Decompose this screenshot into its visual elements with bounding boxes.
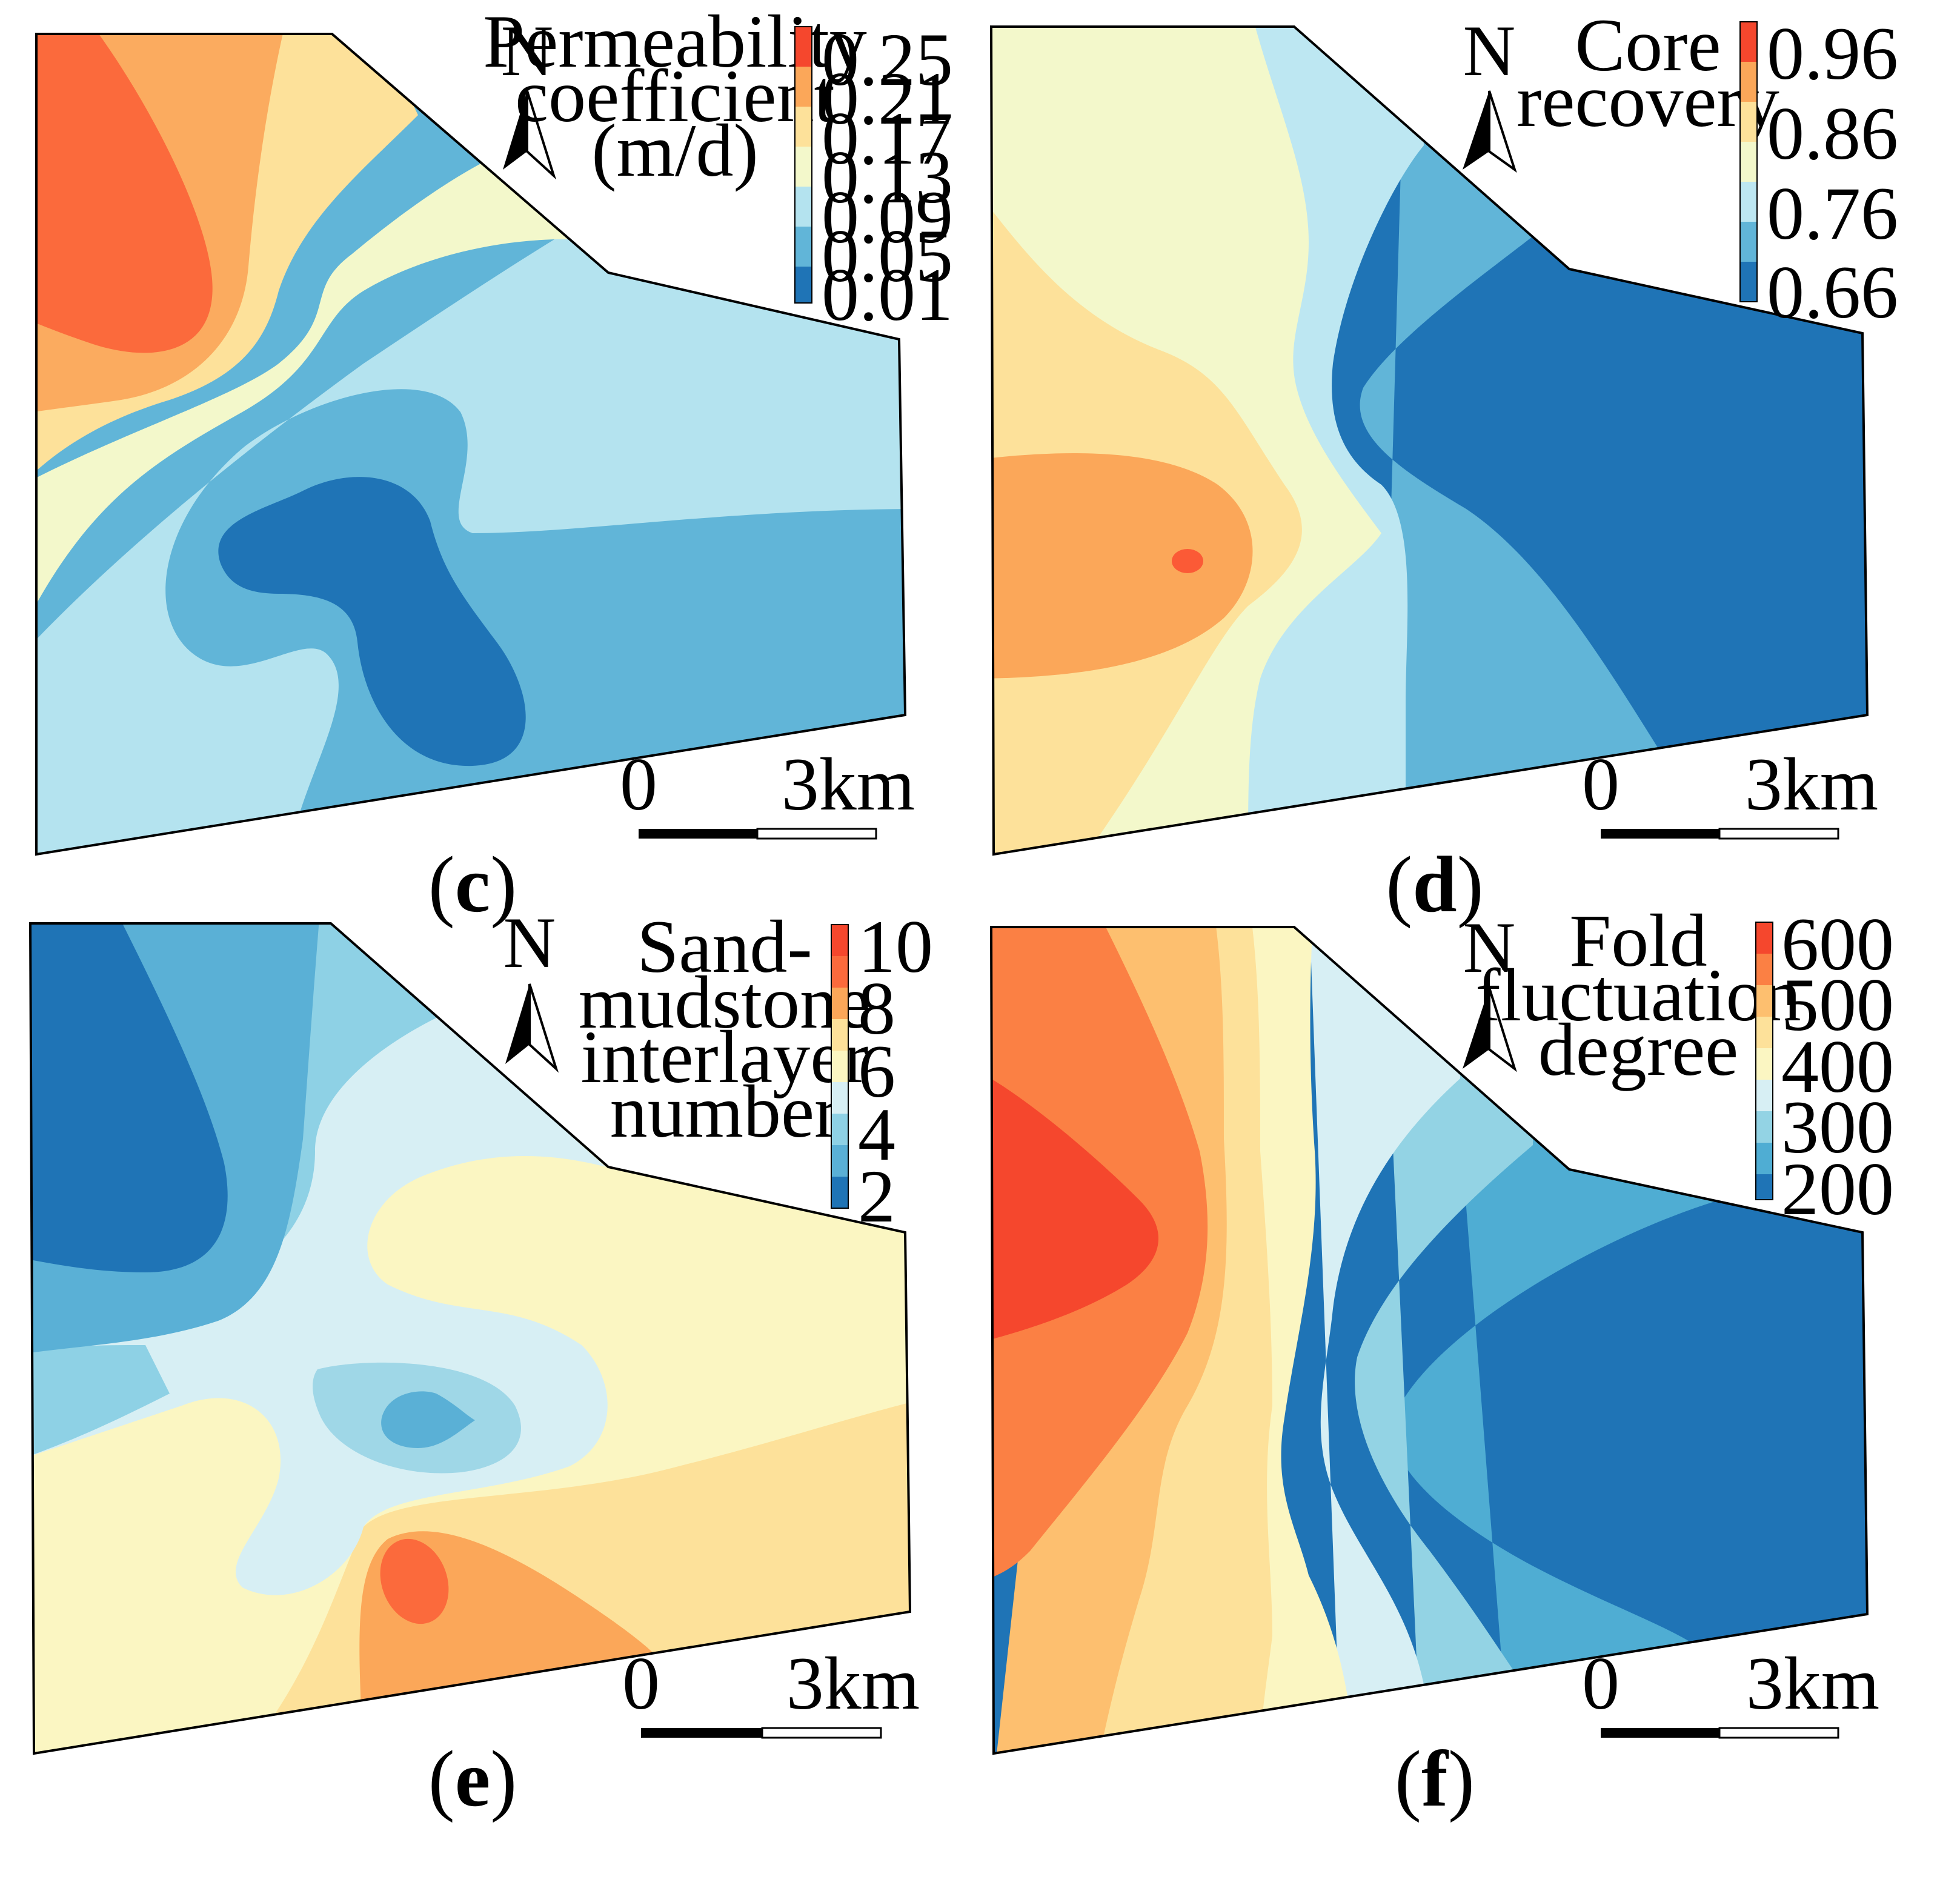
legend-title-line-e-3: interlayer [580, 1015, 868, 1098]
scale-start-f: 0 [1582, 1642, 1619, 1725]
contour-band-2-3-center [381, 1391, 475, 1448]
scale-bar-c: 0 3km [620, 743, 915, 840]
legend-title-line-c-3: (m/d) [591, 109, 759, 192]
north-label-d: N [1463, 10, 1516, 91]
scale-bar-d: 0 3km [1582, 743, 1878, 840]
legend-colorbar-d [1739, 21, 1758, 302]
caption-d: (d) [1386, 840, 1483, 929]
caption-e: (e) [428, 1734, 517, 1823]
contour-band-0.71-0.76 [1360, 27, 1660, 848]
contour-band-10 [380, 1538, 449, 1624]
scale-end-f: 3km [1746, 1642, 1879, 1725]
scale-start-e: 0 [622, 1642, 660, 1725]
contour-map-d [991, 27, 1867, 854]
legend-tick-e-0: 10 [858, 905, 933, 988]
legend-tick-f-4: 200 [1781, 1148, 1894, 1231]
map-boundary-f [989, 926, 1869, 1755]
legend-tick-c-4: 0.09 [822, 176, 953, 259]
legend-title-line-f-3: degree [1538, 1008, 1738, 1091]
north-arrow-d: N [1463, 10, 1517, 173]
map-boundary-d [989, 25, 1869, 856]
contour-map-e [30, 923, 910, 1753]
legend-tick-f-3: 300 [1781, 1086, 1894, 1169]
legend-tick-d-0: 0.96 [1767, 12, 1898, 95]
scale-end-d: 3km [1745, 743, 1878, 826]
legend-tick-f-1: 500 [1781, 963, 1894, 1046]
legend-tick-c-0: 0.25 [822, 18, 953, 101]
scale-bar-e: 0 3km [622, 1642, 920, 1739]
contour-band-0.96 [1172, 549, 1203, 573]
north-label-e: N [503, 902, 556, 983]
legend-tick-f-2: 400 [1781, 1025, 1894, 1108]
map-boundary-c [35, 33, 907, 856]
contour-band-350-400 [1309, 927, 1460, 1709]
scale-start-d: 0 [1582, 743, 1619, 826]
legend-tick-f-0: 600 [1781, 903, 1894, 986]
legend-colorbar-c [794, 26, 812, 304]
legend-tick-d-3: 0.66 [1767, 251, 1898, 334]
legend-title-line-e-2: mudstone [579, 961, 871, 1044]
legend-title-line-d-2: recovery [1517, 59, 1779, 142]
contour-band-0.91-0.96 [991, 453, 1253, 679]
legend-tick-c-6: 0.01 [822, 253, 953, 336]
legend-tick-e-3: 4 [858, 1093, 895, 1176]
scale-end-c: 3km [782, 743, 915, 826]
legend-tick-c-3: 0.13 [822, 136, 953, 219]
north-arrow-e: N [503, 902, 559, 1073]
scale-end-e: 3km [786, 1642, 920, 1725]
contour-band-400-450 [1248, 927, 1351, 1745]
map-boundary-e [28, 922, 912, 1755]
legend-tick-d-1: 0.86 [1767, 92, 1898, 175]
north-arrow-f: N [1463, 907, 1517, 1072]
contour-band-0.25 [36, 34, 213, 353]
legend-tick-e-4: 2 [858, 1155, 895, 1238]
legend-title-line-d-1: Core [1575, 4, 1721, 87]
legend-title-line-f-2: fluctuation [1475, 954, 1801, 1037]
contour-band-2 [30, 923, 228, 1272]
north-arrow-c: N [501, 10, 557, 180]
legend-colorbar-e [831, 924, 849, 1209]
north-label-f: N [1463, 907, 1516, 988]
legend-title-line-f-1: Fold [1569, 899, 1707, 982]
legend-tick-c-2: 0.17 [822, 97, 953, 180]
legend-title-line-c-2: coefficient [515, 55, 835, 138]
contour-band-3-4-west [30, 1345, 170, 1466]
legend-tick-c-1: 0.21 [822, 57, 953, 140]
scale-bar-f: 0 3km [1582, 1642, 1879, 1739]
legend-title-line-e-1: Sand- [637, 905, 812, 988]
legend-tick-e-2: 6 [858, 1030, 895, 1113]
scale-start-c: 0 [620, 743, 657, 826]
legend-tick-c-5: 0.05 [822, 214, 953, 297]
caption-c: (c) [428, 840, 517, 929]
legend-title-line-e-4: number [610, 1070, 840, 1153]
legend-tick-d-2: 0.76 [1767, 172, 1898, 255]
legend-tick-e-1: 8 [858, 967, 895, 1050]
north-label-c: N [501, 10, 554, 91]
caption-f: (f) [1395, 1734, 1475, 1823]
contour-band-0.09-0.13 [36, 230, 905, 854]
contour-band-600 [991, 1066, 1159, 1345]
legend-colorbar-f [1755, 922, 1773, 1200]
contour-band-0.01-0.05 [218, 477, 526, 766]
